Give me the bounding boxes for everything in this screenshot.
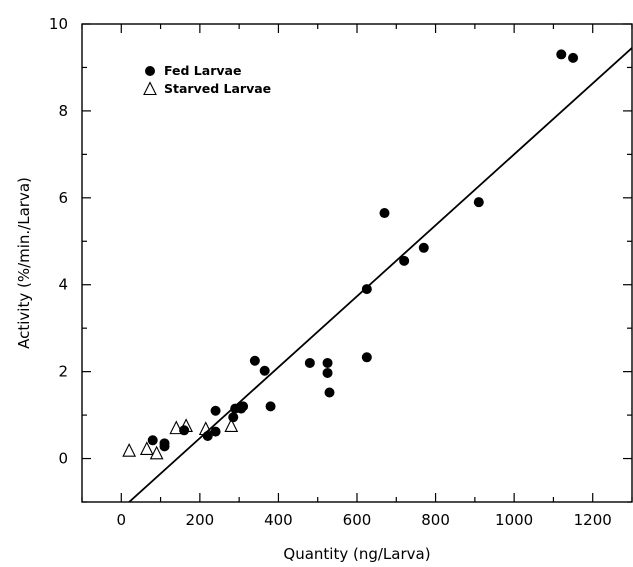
legend-label: Fed Larvae (164, 63, 241, 78)
fed-larvae-point (324, 387, 335, 398)
fed-larvae-point (249, 355, 260, 366)
legend: Fed Larvae Starved Larvae (143, 63, 271, 96)
y-tick-label: 2 (58, 363, 68, 381)
y-tick-label: 0 (58, 450, 68, 468)
legend-fed-marker (145, 66, 155, 76)
fed-larvae-point (322, 357, 333, 368)
x-tick-label: 1000 (495, 511, 533, 529)
fed-larvae-point (322, 367, 333, 378)
x-tick-label: 800 (421, 511, 450, 529)
x-axis-title: Quantity (ng/Larva) (283, 545, 430, 563)
fed-larvae-point (473, 197, 484, 208)
regression-line-layer (128, 47, 632, 502)
fed-larvae-point (379, 208, 390, 219)
fed-larvae-point (361, 352, 372, 363)
fed-larvae-point (228, 412, 239, 423)
fed-larvae-point (238, 401, 249, 412)
starved-larvae-point (122, 442, 137, 457)
legend-label: Starved Larvae (164, 81, 271, 96)
y-tick-label: 8 (58, 102, 68, 120)
starved-larvae-point (198, 421, 213, 436)
regression-line (128, 47, 632, 502)
fed-larvae-point (147, 435, 158, 446)
fed-larvae-point (304, 357, 315, 368)
fed-larvae-point (568, 52, 579, 63)
x-tick-label: 1200 (574, 511, 612, 529)
fed-larvae-point (259, 365, 270, 376)
starved-larvae-point (169, 420, 184, 435)
x-axis-ticks: 0 200 400 600 800 1000 1200 (81, 24, 633, 529)
legend-starved-marker (143, 81, 157, 96)
starved-larvae-point (149, 445, 164, 460)
fed-larvae-point (159, 438, 170, 449)
starved-larvae-point (139, 441, 154, 456)
y-axis-title: Activity (%/min./Larva) (15, 177, 33, 349)
fed-larvae-point (361, 284, 372, 295)
fed-larvae-point (556, 49, 567, 60)
fed-larvae-point (210, 405, 221, 416)
y-tick-label: 6 (58, 189, 68, 207)
fed-larvae-point (418, 242, 429, 253)
x-tick-label: 0 (117, 511, 127, 529)
data-points (122, 49, 579, 460)
fed-larvae-point (210, 426, 221, 437)
x-tick-label: 400 (264, 511, 293, 529)
fed-larvae-point (202, 430, 213, 441)
y-tick-label: 10 (49, 15, 68, 33)
y-tick-label: 4 (58, 276, 68, 294)
fed-larvae-point (399, 255, 410, 266)
starved-larvae-point (179, 418, 193, 433)
x-tick-label: 600 (343, 511, 372, 529)
x-tick-label: 200 (186, 511, 215, 529)
y-axis-ticks: 0 2 4 6 8 10 (49, 15, 632, 503)
fed-larvae-point (265, 401, 276, 412)
starved-larvae-point (224, 418, 239, 433)
